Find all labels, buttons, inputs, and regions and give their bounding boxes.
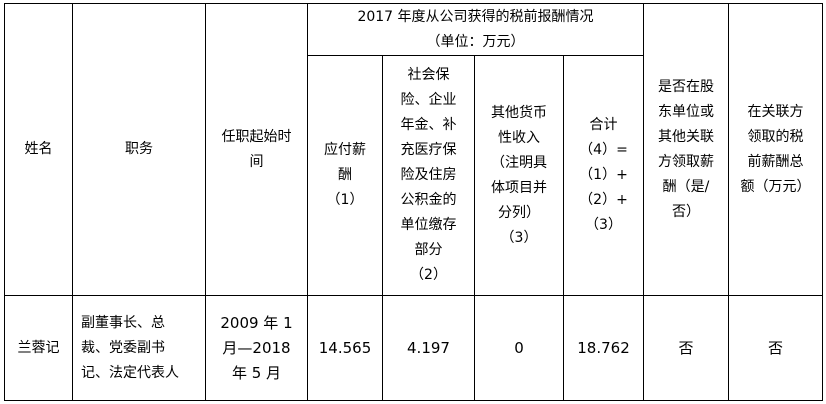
header-salary-payable: 应付薪 酬 （1） — [307, 55, 383, 296]
cell-shareholder-pay: 否 — [643, 295, 729, 401]
cell-social-insurance: 4.197 — [382, 295, 475, 401]
header-other-income: 其他货币 性收入 （注明具 体项目并 分列） （3） — [474, 55, 564, 296]
cell-position: 副董事长、总 裁、党委副书 记、法定代表人 — [72, 295, 206, 401]
table-row: 兰蓉记 副董事长、总 裁、党委副书 记、法定代表人 2009 年 1 月—201… — [4, 295, 823, 401]
cell-other-income: 0 — [474, 295, 564, 401]
header-related-party-pay: 在关联方 领取的税 前薪酬总 额（万元） — [728, 3, 823, 296]
cell-salary-payable: 14.565 — [307, 295, 383, 401]
cell-total: 18.762 — [563, 295, 644, 401]
cell-term: 2009 年 1 月—2018 年 5 月 — [205, 295, 308, 401]
header-compensation-group: 2017 年度从公司获得的税前报酬情况 （单位：万元） — [307, 3, 644, 56]
header-shareholder-pay: 是否在股 东单位或 其他关联 方领取薪 酬（是/ 否） — [643, 3, 729, 296]
header-name: 姓名 — [4, 3, 73, 296]
header-total: 合计 （4）= （1）+ （2）+ （3） — [563, 55, 644, 296]
cell-name: 兰蓉记 — [4, 295, 73, 401]
header-position: 职务 — [72, 3, 206, 296]
header-term: 任职起始时 间 — [205, 3, 308, 296]
cell-related-party-pay: 否 — [728, 295, 823, 401]
header-social-insurance: 社会保 险、企业 年金、补 充医疗保 险及住房 公积金的 单位缴存 部分 （2） — [382, 55, 475, 296]
compensation-table: 姓名 职务 任职起始时 间 2017 年度从公司获得的税前报酬情况 （单位：万元… — [4, 3, 823, 401]
